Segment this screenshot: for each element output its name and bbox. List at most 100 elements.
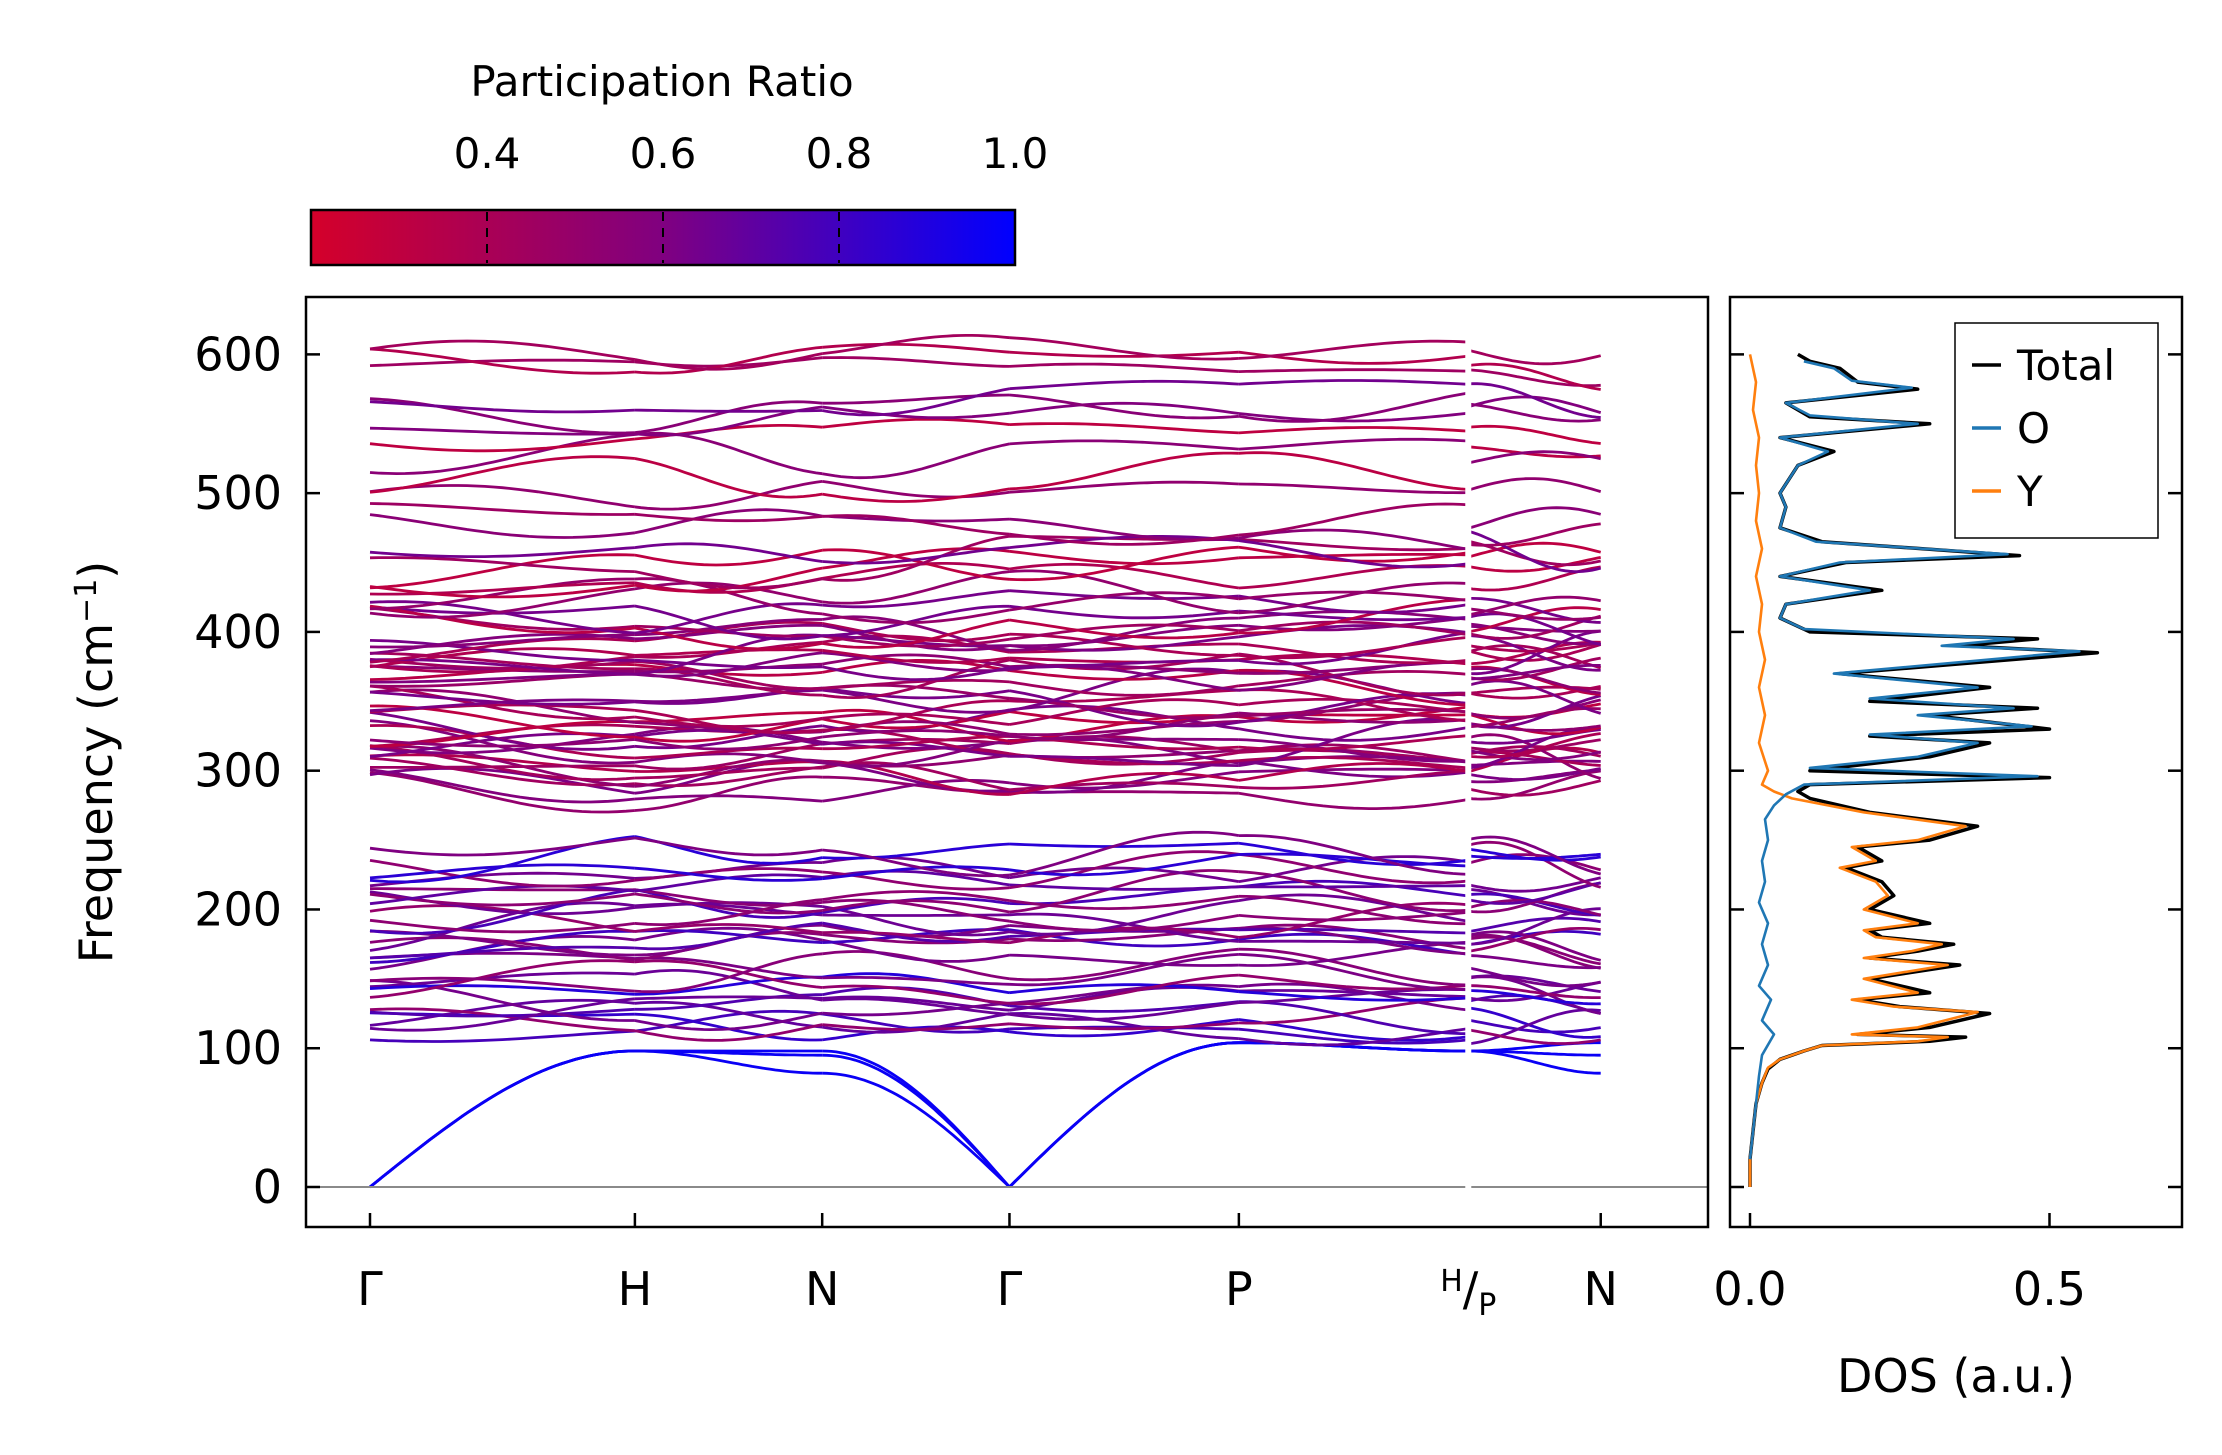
optical-branch (634, 431, 823, 476)
optical-branch (1468, 694, 1602, 729)
optical-branch (1238, 502, 1469, 537)
optical-branch (1009, 754, 1239, 767)
optical-branch (1238, 894, 1469, 926)
optical-branch (1009, 850, 1240, 890)
optical-branch (822, 976, 1010, 986)
optical-branch (1468, 450, 1601, 465)
optical-branch (821, 618, 1010, 649)
optical-branch (821, 938, 1010, 963)
optical-branch (1238, 539, 1469, 569)
optical-branch (634, 640, 823, 659)
y-tick-label: 600 (194, 327, 282, 381)
optical-branch (1009, 973, 1239, 1006)
optical-branch (1238, 616, 1469, 632)
optical-branch (1238, 1000, 1469, 1036)
optical-branch (1468, 989, 1601, 1006)
optical-branch (369, 502, 635, 516)
legend-frame (1954, 322, 2159, 539)
optical-branch (634, 480, 823, 511)
optical-branch (822, 984, 1010, 1005)
optical-branch (369, 651, 635, 671)
dos-x-tick-label: 0.5 (2013, 1262, 2086, 1316)
y-tick-label: 300 (194, 744, 282, 798)
optical-branch (634, 602, 823, 635)
optical-branch (1238, 391, 1469, 423)
optical-branch (370, 764, 635, 769)
optical-branch (369, 738, 635, 748)
optical-branch (1238, 989, 1469, 998)
optical-branch (369, 437, 636, 453)
optical-branch (1009, 659, 1239, 669)
optical-branch (1238, 1027, 1469, 1045)
optical-branch (1468, 748, 1601, 761)
optical-branch (1468, 750, 1601, 767)
optical-branch (369, 904, 636, 933)
optical-branch (369, 888, 636, 935)
optical-branch (822, 712, 1010, 726)
optical-branch (1009, 899, 1240, 936)
optical-branch (1238, 911, 1469, 922)
optical-branch (369, 513, 636, 539)
optical-branch (634, 921, 823, 951)
optical-branch (1468, 641, 1601, 653)
legend-label-o: O (2017, 404, 2050, 453)
optical-branch (369, 426, 635, 436)
optical-branch (1009, 1011, 1239, 1040)
optical-branch (369, 918, 636, 934)
optical-branch (1238, 939, 1469, 945)
optical-branch (1468, 732, 1601, 759)
optical-branch (370, 887, 635, 892)
dos-series-o (1748, 360, 2081, 1160)
optical-branch (822, 688, 1010, 714)
optical-branch (1468, 835, 1602, 876)
optical-branch (1238, 437, 1469, 451)
optical-branch (1009, 589, 1239, 600)
optical-branch (369, 587, 636, 619)
acoustic-branch (1468, 1049, 1601, 1057)
dos-x-axis-title: DOS (a.u.) (1837, 1349, 2075, 1403)
optical-branch (821, 708, 1010, 733)
optical-branch (369, 984, 635, 996)
optical-branch (634, 926, 823, 942)
optical-branch (369, 433, 636, 476)
optical-branch (1238, 734, 1469, 751)
optical-branch (1238, 339, 1469, 360)
optical-branch (1238, 350, 1469, 365)
y-tick-label: 0 (253, 1160, 282, 1214)
optical-branch (822, 729, 1010, 739)
optical-branch (821, 480, 1010, 499)
band-frame (304, 295, 1710, 1229)
optical-branch (370, 672, 635, 684)
x-tick-label-sup: H (1440, 1264, 1463, 1299)
optical-branch (369, 959, 635, 999)
optical-branch (1009, 535, 1240, 549)
optical-branch (1468, 362, 1601, 391)
optical-branch (1468, 382, 1601, 419)
colorbar-tick-label: 0.8 (806, 129, 873, 178)
optical-branch (1468, 745, 1601, 758)
optical-branch (1009, 771, 1240, 796)
optical-branch (1468, 927, 1601, 953)
colorbar-tick-label: 1.0 (982, 129, 1049, 178)
legend-label-y: Y (2016, 467, 2043, 516)
optical-branch (1468, 1028, 1601, 1045)
optical-branch (369, 976, 635, 993)
optical-branch (1468, 954, 1601, 970)
optical-branch (1467, 644, 1602, 670)
optical-branch (822, 417, 1010, 429)
optical-branch (1238, 755, 1469, 765)
optical-branch (1468, 556, 1601, 573)
optical-branch (369, 1029, 635, 1043)
optical-branch (1009, 401, 1240, 415)
colorbar-tick-label: 0.4 (454, 129, 521, 178)
optical-branch (369, 397, 635, 435)
optical-branch (369, 455, 636, 494)
optical-branch (634, 457, 823, 499)
optical-branch (1009, 604, 1240, 620)
optical-branch (369, 657, 636, 670)
optical-branch (821, 1025, 1010, 1042)
optical-branch (1238, 717, 1469, 767)
optical-branch (1468, 935, 1601, 966)
optical-branch (369, 971, 635, 989)
dos-frame (1728, 295, 2184, 1229)
